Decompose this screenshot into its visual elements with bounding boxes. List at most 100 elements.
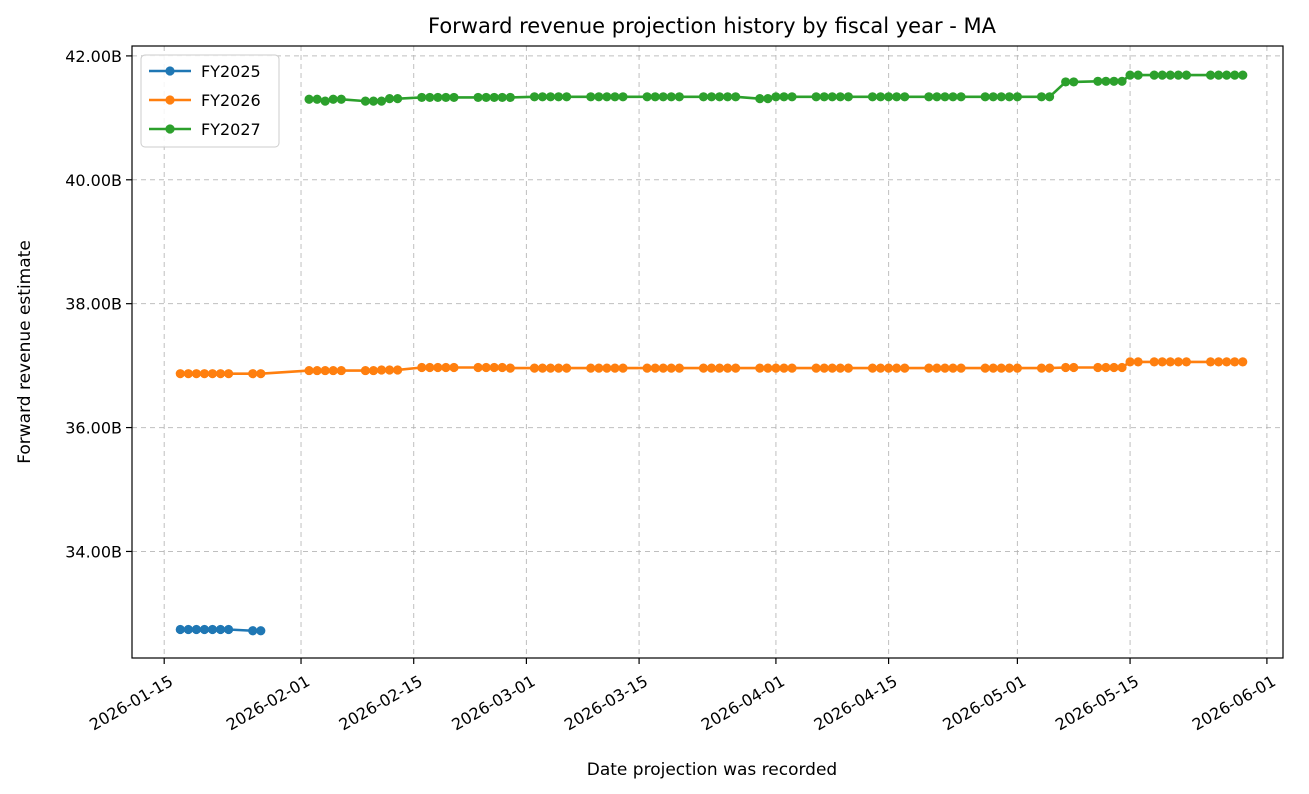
data-point — [706, 92, 717, 102]
series-fy2025 — [175, 624, 266, 636]
data-point — [1125, 357, 1135, 367]
data-point — [473, 362, 483, 373]
data-point — [1133, 357, 1143, 367]
data-point — [497, 92, 507, 103]
data-point — [755, 363, 765, 373]
data-point — [594, 92, 604, 102]
data-point — [433, 92, 443, 103]
data-point — [199, 624, 210, 635]
data-point — [875, 363, 886, 373]
data-point — [449, 92, 459, 103]
data-point — [1238, 357, 1248, 367]
data-point — [497, 362, 507, 373]
data-point — [1069, 362, 1079, 373]
data-point — [207, 369, 218, 379]
data-point — [924, 363, 934, 373]
legend-label: FY2025 — [201, 62, 261, 81]
data-point — [827, 92, 837, 102]
data-point — [1044, 363, 1055, 373]
data-point — [215, 624, 226, 635]
data-point — [779, 363, 789, 373]
data-point — [545, 363, 556, 373]
data-point — [771, 363, 781, 373]
data-point — [417, 362, 427, 373]
x-tick-label: 2026-03-01 — [448, 671, 538, 734]
data-point — [425, 92, 435, 103]
x-tick-label: 2026-01-15 — [86, 671, 176, 734]
data-point — [191, 369, 201, 379]
legend-swatch-marker — [165, 124, 175, 134]
data-point — [980, 92, 990, 102]
data-point — [1149, 70, 1159, 80]
data-point — [642, 92, 652, 102]
data-point — [328, 94, 338, 104]
data-point — [1061, 77, 1071, 87]
x-tick-label: 2026-06-01 — [1189, 671, 1279, 734]
data-point — [618, 92, 628, 102]
data-point — [562, 363, 572, 373]
data-point — [602, 92, 612, 102]
data-point — [553, 92, 564, 102]
data-point — [586, 92, 596, 102]
plot-area-frame — [131, 45, 1284, 659]
data-point — [1230, 70, 1240, 80]
data-point — [441, 92, 451, 103]
data-point — [811, 363, 821, 373]
data-point — [248, 626, 258, 636]
data-point — [731, 92, 741, 102]
data-point — [1101, 362, 1111, 373]
data-point — [1012, 92, 1022, 102]
data-point — [714, 363, 725, 373]
data-point — [1109, 76, 1119, 86]
y-tick-label: 42.00B — [65, 47, 122, 66]
data-point — [1214, 357, 1224, 367]
data-point — [1173, 357, 1183, 367]
data-point — [1044, 92, 1055, 102]
data-point — [320, 365, 330, 376]
data-point — [1230, 357, 1240, 367]
data-point — [481, 362, 491, 373]
x-tick-label: 2026-05-15 — [1052, 671, 1142, 734]
data-point — [1205, 70, 1216, 80]
data-point — [948, 363, 958, 373]
data-point — [835, 92, 845, 102]
data-point — [1238, 70, 1248, 80]
legend: FY2025 FY2026 FY2027 — [140, 54, 280, 148]
data-point — [1222, 357, 1232, 367]
data-point — [336, 365, 346, 376]
data-point — [384, 365, 395, 375]
data-point — [304, 94, 314, 104]
data-point — [1117, 362, 1127, 373]
data-point — [1117, 76, 1127, 86]
y-tick-label: 36.00B — [65, 419, 122, 438]
data-point — [441, 362, 451, 373]
x-tick-label: 2026-05-01 — [939, 671, 1029, 734]
data-point — [787, 92, 797, 102]
data-point — [505, 92, 515, 103]
data-point — [1181, 70, 1192, 80]
data-point — [223, 369, 234, 379]
data-point — [481, 92, 491, 103]
data-point — [1101, 76, 1111, 86]
x-tick-label: 2026-03-15 — [561, 671, 651, 734]
data-point — [932, 92, 942, 102]
data-point — [827, 363, 837, 373]
data-point — [610, 92, 620, 102]
data-point — [996, 92, 1006, 102]
x-tick-label: 2026-02-01 — [223, 671, 313, 734]
data-point — [819, 92, 829, 102]
data-point — [723, 92, 733, 102]
data-point — [1004, 363, 1014, 373]
data-point — [892, 363, 902, 373]
data-point — [368, 96, 379, 106]
data-point — [1157, 70, 1167, 80]
data-point — [360, 365, 371, 376]
data-point — [553, 363, 564, 373]
data-point — [980, 363, 990, 373]
data-point — [884, 363, 894, 373]
data-point — [360, 96, 371, 106]
legend-swatch-marker — [165, 95, 175, 105]
data-point — [763, 94, 773, 104]
data-point — [956, 363, 966, 373]
